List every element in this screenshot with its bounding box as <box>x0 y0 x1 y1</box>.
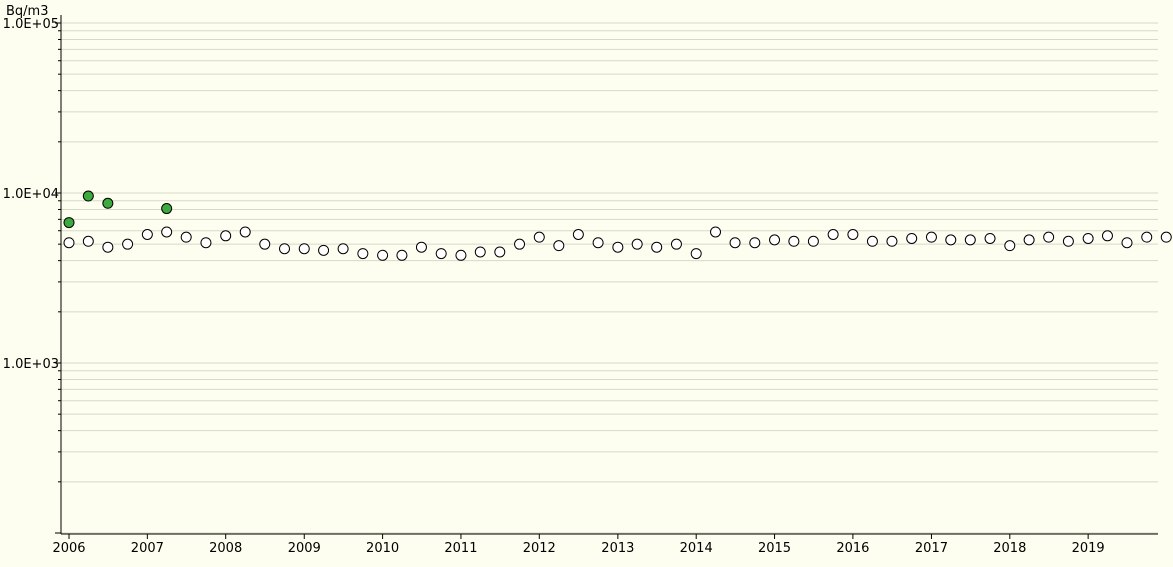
open-data-point <box>827 229 839 241</box>
x-tick-label: 2016 <box>836 541 869 556</box>
open-data-point <box>553 240 565 252</box>
open-data-point <box>925 231 937 243</box>
grid-lines <box>61 22 1158 534</box>
open-data-point <box>631 238 643 250</box>
open-data-point <box>514 238 526 250</box>
open-data-point <box>180 231 192 243</box>
open-data-point <box>1082 232 1094 244</box>
open-data-point <box>200 237 212 249</box>
open-data-point <box>337 243 349 255</box>
open-data-point <box>357 248 369 260</box>
open-data-point <box>964 234 976 246</box>
open-data-point <box>592 237 604 249</box>
open-data-point <box>1043 231 1055 243</box>
open-data-point <box>710 226 722 238</box>
x-tick-label: 2009 <box>288 541 321 556</box>
y-axis-ticks: 1.0E+05 1.0E+04 1.0E+03 <box>3 17 61 534</box>
open-data-point <box>435 248 447 260</box>
x-tick-label: 2013 <box>601 541 634 556</box>
open-data-point <box>102 241 114 253</box>
open-data-point <box>1101 230 1113 242</box>
open-data-point <box>1004 240 1016 252</box>
x-tick-label: 2010 <box>366 541 399 556</box>
filled-data-point <box>161 203 173 215</box>
open-data-point <box>141 229 153 241</box>
open-data-point <box>122 238 134 250</box>
x-tick-label: 2018 <box>993 541 1026 556</box>
open-data-point <box>239 226 251 238</box>
x-axis-ticks: 2006 2007 2008 2009 2010 2011 2012 2013 2014 2015… <box>52 534 1105 556</box>
open-data-point <box>1160 231 1172 243</box>
open-data-point <box>474 246 486 258</box>
open-data-point <box>494 246 506 258</box>
open-data-point <box>729 237 741 249</box>
x-tick-label: 2008 <box>209 541 242 556</box>
filled-data-point <box>82 190 94 202</box>
open-data-point <box>807 235 819 247</box>
x-tick-label: 2017 <box>915 541 948 556</box>
filled-data-point <box>63 217 75 229</box>
x-tick-label: 2015 <box>758 541 791 556</box>
y-axis-unit-label: Bq/m3 <box>6 4 49 19</box>
filled-data-point <box>102 197 114 209</box>
open-data-point <box>318 244 330 256</box>
open-data-point <box>1121 237 1133 249</box>
open-data-point <box>847 229 859 241</box>
open-data-point <box>377 249 389 261</box>
y-tick-label: 1.0E+05 <box>3 17 59 32</box>
open-data-point <box>906 232 918 244</box>
open-data-point <box>259 238 271 250</box>
open-data-point <box>279 243 291 255</box>
open-data-point <box>612 241 624 253</box>
open-data-point <box>572 229 584 241</box>
x-tick-label: 2014 <box>680 541 713 556</box>
open-data-point <box>220 230 232 242</box>
axes <box>60 15 1158 535</box>
y-tick-label: 1.0E+03 <box>3 357 59 372</box>
x-tick-label: 2012 <box>523 541 556 556</box>
open-data-point <box>533 231 545 243</box>
open-data-point <box>690 248 702 260</box>
data-points <box>63 190 1172 261</box>
open-data-point <box>298 243 310 255</box>
open-data-point <box>63 237 75 249</box>
open-data-point <box>984 232 996 244</box>
open-data-point <box>455 249 467 261</box>
open-data-point <box>1023 234 1035 246</box>
open-data-point <box>396 249 408 261</box>
open-data-point <box>945 234 957 246</box>
open-data-point <box>670 238 682 250</box>
open-data-point <box>161 226 173 238</box>
y-tick-label: 1.0E+04 <box>3 187 59 202</box>
open-data-point <box>82 235 94 247</box>
x-tick-label: 2011 <box>444 541 477 556</box>
x-tick-label: 2007 <box>131 541 164 556</box>
open-data-point <box>866 235 878 247</box>
x-tick-label: 2006 <box>52 541 85 556</box>
open-data-point <box>749 237 761 249</box>
open-data-point <box>788 235 800 247</box>
open-data-point <box>886 235 898 247</box>
open-data-point <box>1141 231 1153 243</box>
x-tick-label: 2019 <box>1072 541 1105 556</box>
open-data-point <box>1062 235 1074 247</box>
open-data-point <box>769 234 781 246</box>
open-data-point <box>651 241 663 253</box>
open-data-point <box>415 241 427 253</box>
